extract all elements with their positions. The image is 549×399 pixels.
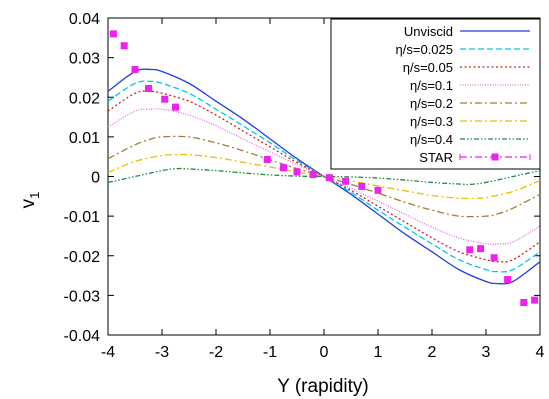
star-data-point (374, 186, 382, 194)
star-data-point (309, 171, 317, 179)
legend-label: Unviscid (404, 24, 453, 39)
series-lines (107, 68, 541, 285)
star-data-point (520, 299, 528, 307)
star-data-point (466, 246, 474, 254)
x-axis-ticks: -4 -3 -2 -1 0 1 2 3 4 (101, 18, 545, 361)
x-tick-label: -4 (101, 344, 115, 361)
legend-box (330, 18, 541, 170)
series-line-6 (107, 167, 541, 186)
y-axis-label-subscript: 1 (27, 192, 42, 199)
legend-label: η/s=0.025 (396, 42, 453, 57)
star-data-point (504, 276, 512, 284)
x-tick-label: 4 (536, 344, 545, 361)
legend-point-marker (491, 153, 499, 161)
x-tick-label: -1 (263, 344, 277, 361)
y-tick-label: 0 (91, 170, 100, 187)
y-axis-label: v1 (18, 192, 42, 209)
legend: Unviscid η/s=0.025 η/s=0.05 η/s=0.1 η/s=0.2 η… (330, 18, 541, 170)
y-tick-label: -0.02 (64, 249, 101, 266)
star-data-point (120, 42, 128, 50)
star-data-point (490, 254, 498, 262)
y-tick-label: 0.04 (69, 11, 100, 28)
legend-label: η/s=0.1 (410, 78, 453, 93)
legend-label: η/s=0.2 (410, 96, 453, 111)
star-data-point (109, 30, 117, 38)
y-tick-label: -0.04 (64, 328, 101, 345)
x-tick-label: 1 (374, 344, 383, 361)
star-data-point (263, 155, 271, 163)
star-data-point (161, 95, 169, 103)
legend-label: η/s=0.4 (410, 132, 453, 147)
x-tick-label: 2 (428, 344, 437, 361)
star-data-point (293, 168, 301, 176)
y-tick-label: 0.03 (69, 51, 100, 68)
y-tick-label: 0.02 (69, 90, 100, 107)
star-data-point (477, 245, 485, 253)
legend-label: η/s=0.05 (403, 60, 453, 75)
y-tick-label: -0.03 (64, 288, 101, 305)
series-line-3 (107, 107, 541, 246)
star-points (109, 30, 539, 307)
star-data-point (280, 164, 287, 172)
star-data-point (531, 296, 539, 304)
y-axis-label-main: v (18, 198, 39, 208)
x-tick-label: 0 (320, 344, 329, 361)
star-data-point (342, 177, 350, 185)
star-data-point (145, 85, 152, 93)
star-data-point (358, 182, 366, 190)
y-tick-label: 0.01 (69, 130, 100, 147)
x-tick-label: 3 (482, 344, 491, 361)
y-axis-ticks: -0.04 -0.03 -0.02 -0.01 0 0.01 0.02 0.03 0.04 (64, 11, 540, 345)
y-tick-label: -0.01 (64, 209, 101, 226)
x-axis-label: Y (rapidity) (277, 376, 369, 397)
star-data-point (325, 174, 333, 182)
x-tick-label: -2 (209, 344, 223, 361)
legend-label: η/s=0.3 (410, 114, 453, 129)
star-data-point (131, 66, 139, 74)
star-data-point (172, 103, 179, 111)
legend-label: STAR (419, 150, 453, 165)
series-line-2 (107, 90, 541, 263)
x-tick-label: -3 (155, 344, 169, 361)
